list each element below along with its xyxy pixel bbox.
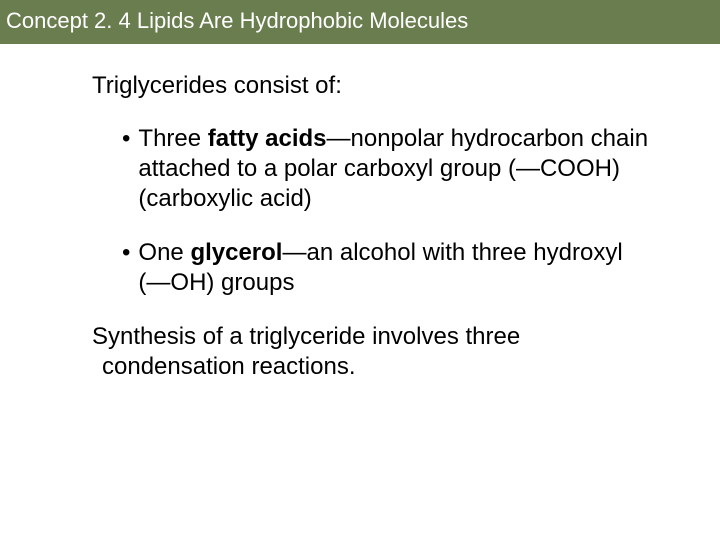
slide-content: Triglycerides consist of: • Three fatty …: [0, 44, 720, 382]
bullet-marker: •: [122, 238, 130, 268]
bullet-item-2: • One glycerol—an alcohol with three hyd…: [92, 238, 650, 298]
slide-title: Concept 2. 4 Lipids Are Hydrophobic Mole…: [6, 8, 714, 34]
bullet-1-bold: fatty acids: [208, 125, 327, 152]
slide-header: Concept 2. 4 Lipids Are Hydrophobic Mole…: [0, 0, 720, 44]
bullet-text-2: One glycerol—an alcohol with three hydro…: [138, 238, 650, 298]
bullet-text-1: Three fatty acids—nonpolar hydrocarbon c…: [138, 124, 650, 214]
closing-line-2: condensation reactions.: [102, 353, 356, 380]
bullet-1-prefix: Three: [138, 125, 207, 152]
bullet-item-1: • Three fatty acids—nonpolar hydrocarbon…: [92, 124, 650, 214]
bullet-2-prefix: One: [138, 239, 190, 266]
bullet-marker: •: [122, 124, 130, 154]
closing-text: Synthesis of a triglyceride involves thr…: [102, 322, 650, 382]
bullet-2-bold: glycerol: [190, 239, 282, 266]
intro-text: Triglycerides consist of:: [92, 72, 650, 100]
closing-line-1: Synthesis of a triglyceride involves thr…: [92, 323, 520, 350]
